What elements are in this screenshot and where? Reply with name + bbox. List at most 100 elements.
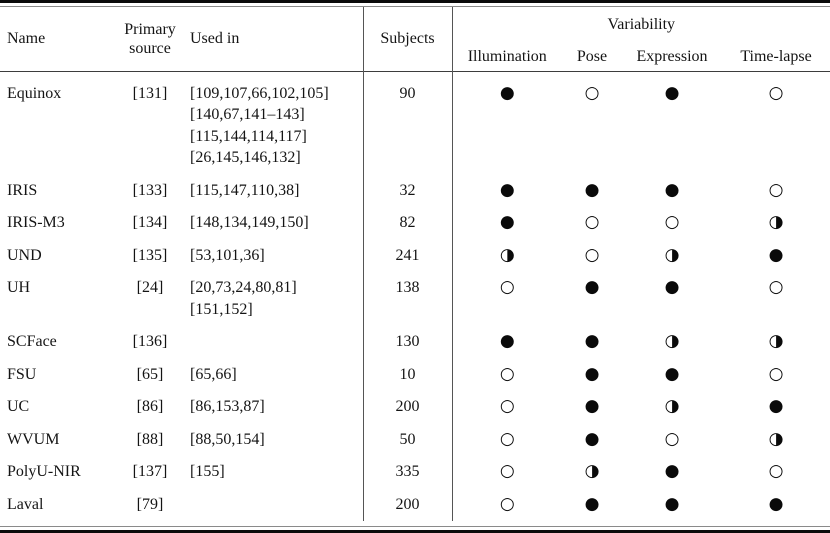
illumination-mark-icon: ○ xyxy=(499,277,515,297)
table-row: UND [135] [53,101,36] 241 ◑ ○ ◑ ● xyxy=(0,233,830,266)
table-row: SCFace [136] 130 ● ● ◑ ◑ xyxy=(0,320,830,353)
pose-mark-icon: ● xyxy=(584,331,600,351)
primary-source-ref: [65] xyxy=(136,365,164,383)
expression-mark-icon: ● xyxy=(622,70,722,169)
col-header-used-in: Used in xyxy=(190,30,240,47)
expression-mark-icon: ○ xyxy=(664,428,680,449)
table-row: WVUM [88] [88,50,154] 50 ○ ● ○ ◑ xyxy=(0,417,830,450)
primary-source-ref: [136] xyxy=(132,333,168,350)
db-name: UH xyxy=(7,279,31,296)
db-name: IRIS-M3 xyxy=(7,214,65,231)
time-lapse-mark-icon: ○ xyxy=(768,363,784,384)
table-header: Name Primary source Used in Subjects Var… xyxy=(0,7,830,71)
subjects-count: 200 xyxy=(362,385,453,418)
primary-source-ref: [134] xyxy=(132,214,168,231)
used-in-refs: [20,73,24,80,81] [151,152] xyxy=(190,279,297,318)
subjects-count: 82 xyxy=(362,201,453,234)
primary-source-ref: [135] xyxy=(132,246,168,264)
table-row: Equinox [131] [109,107,66,102,105] [140,… xyxy=(0,70,830,169)
subjects-count: 138 xyxy=(362,266,453,320)
subjects-count: 200 xyxy=(362,482,453,521)
col-header-variability: Variability xyxy=(607,16,676,34)
col-header-illumination: Illumination xyxy=(467,48,547,65)
db-name: UC xyxy=(7,398,30,415)
table-row: UC [86] [86,153,87] 200 ○ ● ◑ ● xyxy=(0,385,830,418)
expression-mark-icon: ● xyxy=(664,493,680,514)
db-name: Laval xyxy=(7,495,44,513)
primary-source-ref: [88] xyxy=(136,430,164,448)
used-in-refs: [155] xyxy=(190,463,225,480)
table-inner: Name Primary source Used in Subjects Var… xyxy=(0,6,830,527)
illumination-mark-icon: ● xyxy=(499,331,515,351)
time-lapse-mark-icon: ● xyxy=(768,396,784,416)
time-lapse-mark-icon: ○ xyxy=(768,461,784,481)
pose-mark-icon: ● xyxy=(584,396,600,416)
databases-table: Name Primary source Used in Subjects Var… xyxy=(0,7,830,521)
primary-source-ref: [133] xyxy=(132,181,168,199)
col-header-name: Name xyxy=(7,30,46,47)
db-name: WVUM xyxy=(7,430,60,448)
primary-source-ref: [137] xyxy=(132,463,168,480)
col-header-time-lapse: Time-lapse xyxy=(740,48,812,65)
expression-mark-icon: ◑ xyxy=(664,244,680,265)
table-body: Equinox [131] [109,107,66,102,105] [140,… xyxy=(0,70,830,522)
used-in-refs xyxy=(185,483,363,522)
primary-source-ref: [131] xyxy=(115,70,185,169)
col-header-subjects: Subjects xyxy=(362,7,453,71)
expression-mark-icon: ◑ xyxy=(664,396,680,416)
col-header-primary-source: Primary source xyxy=(124,20,176,57)
table-row: IRIS-M3 [134] [148,134,149,150] 82 ● ○ ○… xyxy=(0,201,830,234)
pose-mark-icon: ● xyxy=(584,428,600,449)
used-in-refs: [86,153,87] xyxy=(190,398,265,415)
table-row: IRIS [133] [115,147,110,38] 32 ● ● ● ○ xyxy=(0,168,830,201)
col-header-expression: Expression xyxy=(636,48,708,65)
expression-mark-icon: ○ xyxy=(664,212,680,232)
used-in-refs: [109,107,66,102,105] [140,67,141–143] [1… xyxy=(185,70,363,169)
primary-source-ref: [24] xyxy=(136,279,164,296)
illumination-mark-icon: ○ xyxy=(499,396,515,416)
used-in-refs: [88,50,154] xyxy=(190,430,265,448)
time-lapse-mark-icon: ◑ xyxy=(768,331,784,351)
time-lapse-mark-icon: ○ xyxy=(722,70,830,169)
pose-mark-icon: ○ xyxy=(584,244,600,265)
pose-mark-icon: ● xyxy=(584,277,600,297)
subjects-count: 10 xyxy=(362,352,453,385)
expression-mark-icon: ● xyxy=(664,363,680,384)
illumination-mark-icon: ○ xyxy=(499,461,515,481)
table-row: PolyU-NIR [137] [155] 335 ○ ◑ ● ○ xyxy=(0,450,830,483)
time-lapse-mark-icon: ● xyxy=(768,493,784,514)
expression-mark-icon: ● xyxy=(664,277,680,297)
illumination-mark-icon: ● xyxy=(499,212,515,232)
subjects-count: 50 xyxy=(362,417,453,450)
subjects-count: 130 xyxy=(362,320,453,353)
used-in-refs: [148,134,149,150] xyxy=(190,214,309,231)
time-lapse-mark-icon: ◑ xyxy=(768,428,784,449)
db-name: IRIS xyxy=(7,181,38,199)
illumination-mark-icon: ○ xyxy=(499,493,515,514)
pose-mark-icon: ● xyxy=(584,363,600,384)
pose-mark-icon: ◑ xyxy=(584,461,600,481)
expression-mark-icon: ● xyxy=(664,461,680,481)
subjects-count: 335 xyxy=(362,450,453,483)
db-name: SCFace xyxy=(7,333,57,350)
pose-mark-icon: ● xyxy=(584,179,600,200)
illumination-mark-icon: ○ xyxy=(499,363,515,384)
db-name: FSU xyxy=(7,365,37,383)
db-name: PolyU-NIR xyxy=(7,463,81,480)
db-name: UND xyxy=(7,246,42,264)
illumination-mark-icon: ● xyxy=(499,179,515,200)
subjects-count: 90 xyxy=(362,70,453,169)
pose-mark-icon: ○ xyxy=(562,70,622,169)
db-name: Equinox xyxy=(0,70,115,169)
time-lapse-mark-icon: ● xyxy=(768,244,784,265)
used-in-refs: [115,147,110,38] xyxy=(190,181,300,199)
expression-mark-icon: ◑ xyxy=(664,331,680,351)
header-row-2: Illumination Pose Expression Time-lapse xyxy=(0,43,830,71)
time-lapse-mark-icon: ○ xyxy=(768,277,784,297)
subjects-count: 32 xyxy=(362,168,453,201)
used-in-refs xyxy=(185,320,363,353)
used-in-refs: [65,66] xyxy=(190,365,237,383)
used-in-refs: [53,101,36] xyxy=(190,246,265,264)
